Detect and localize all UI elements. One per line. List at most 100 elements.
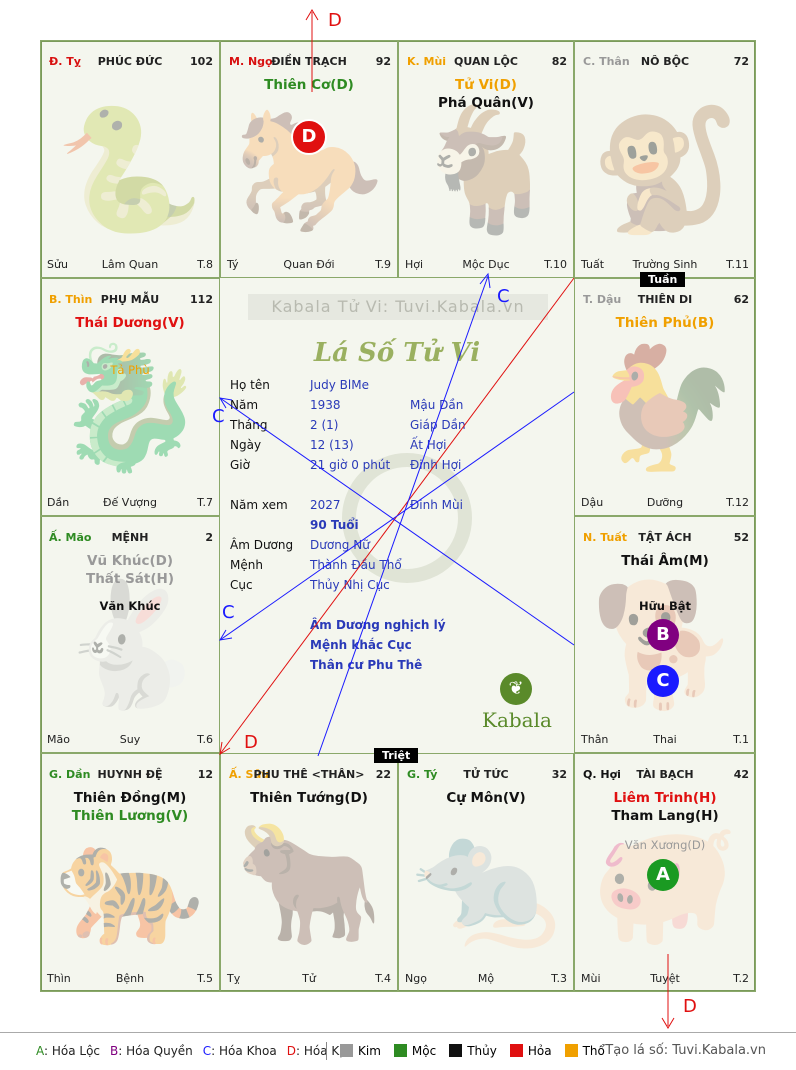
palace-number: 2 [205,531,213,544]
palace-branch: Hợi [405,258,424,271]
palace-2[interactable]: 🐎 M. Ngọ ĐIỀN TRẠCH 92 Thiên Cơ(D) Tý Quan Đới… [220,40,398,278]
arrow-label-c1: C [497,286,510,307]
palace-3[interactable]: 🐐 K. Mùi QUAN LỘC 82 Tử Vi(D) Phá Quân(V) Hợi M… [398,40,574,278]
tiger-zodiac-icon: 🐅 [55,814,205,954]
circle-a: A [647,859,679,891]
rat-zodiac-icon: 🐀 [411,814,561,954]
color-swatch [449,1044,463,1057]
year-view-value: 2027 [310,498,341,512]
palace-4[interactable]: 🐒 C. Thân NÔ BỘC 72 Tuất Trường Sinh T.11 [574,40,756,278]
palace-period: T.4 [375,972,391,985]
palace-5[interactable]: 🐉 B. Thìn PHỤ MẪU 112 Thái Dương(V) Tả Phù Dần… [40,278,220,516]
tuan-badge: Tuần [640,272,686,287]
main-star-1: Thiên Đồng(M) [73,790,187,806]
palace-1[interactable]: 🐍 Đ. Tỵ PHÚC ĐỨC 102 Sửu Lâm Quan T.8 [40,40,220,278]
info-extra: Đinh Hợi [410,458,462,472]
palace-period: T.1 [733,733,749,746]
info-label: Ngày [230,438,262,452]
palace-stem: G. Dần [49,768,91,781]
palace-stem: N. Tuất [583,531,628,544]
palace-11[interactable]: 🐀 G. Tý TỬ TỨC 32 Cự Môn(V) Ngọ Mộ T.3 [398,753,574,992]
palace-branch: Mùi [581,972,601,985]
element-label: Mộc [411,1044,437,1058]
palace-stem: Ấ. Mão [49,531,92,544]
palace-7[interactable]: 🐇 Ấ. Mão MỆNH 2 Vũ Khúc(D) Thất Sát(H) Văn Khú… [40,516,220,753]
palace-period: T.2 [733,972,749,985]
palace-number: 112 [190,293,213,306]
palace-name: THIÊN DI [637,293,693,306]
dragon-zodiac-icon: 🐉 [55,338,205,478]
palace-name: ĐIỀN TRẠCH [271,55,347,68]
kabala-logo-icon: ❦ [500,673,532,705]
main-star-1: Thái Dương(V) [75,315,185,331]
info-extra: Ất Hợi [410,438,447,452]
palace-number: 72 [733,55,749,68]
main-star-2: Tham Lang(H) [611,808,719,824]
info-value: 2 (1) [310,418,339,432]
goat-zodiac-icon: 🐐 [411,100,561,240]
element-swatch-item: Hỏa [509,1044,552,1058]
palace-phase: Đế Vượng [103,496,157,509]
palace-number: 82 [551,55,567,68]
palace-name: PHỤ MẪU [100,293,160,306]
rooster-zodiac-icon: 🐓 [590,338,740,478]
center-note: Âm Dương nghịch lý [310,618,446,632]
info-label: Năm [230,398,259,412]
legend-key: A [36,1044,44,1058]
info-label: Họ tên [230,378,270,392]
palace-branch: Mão [47,733,70,746]
palace-phase: Thai [653,733,677,746]
main-star-1: Vũ Khúc(D) [87,553,173,569]
color-swatch [340,1044,353,1057]
palace-branch: Thân [581,733,609,746]
palace-phase: Lâm Quan [101,258,159,271]
center-note: Mệnh khắc Cục [310,638,412,652]
info-value: Judy BlMe [310,378,369,392]
palace-name: PHÚC ĐỨC [97,55,163,68]
palace-6[interactable]: 🐓 T. Dậu THIÊN DI 62 Thiên Phủ(B) Dậu Dưỡng T.1… [574,278,756,516]
palace-name: QUAN LỘC [454,55,518,68]
palace-number: 92 [375,55,391,68]
info-label: Tháng [230,418,268,432]
info-label: Âm Dương [230,538,294,552]
palace-branch: Dậu [581,496,604,509]
main-star-1: Thiên Tướng(D) [250,790,368,806]
palace-branch: Dần [47,496,70,509]
palace-branch: Sửu [47,258,68,271]
ox-zodiac-icon: 🐂 [234,814,384,954]
element-swatch-item: Kim [340,1044,381,1058]
legend-label: : Hóa Kị [295,1044,343,1058]
site-link[interactable]: Tạo lá số: Tuvi.Kabala.vn [605,1043,766,1058]
monkey-zodiac-icon: 🐒 [590,100,740,240]
palace-phase: Mộc Dục [462,258,510,271]
center-info-panel: Kabala Tử Vi: Tuvi.Kabala.vn Lá Số Tử Vi… [220,278,574,753]
palace-stem: M. Ngọ [229,55,273,68]
palace-branch: Tý [227,258,239,271]
palace-phase: Tuyệt [650,972,680,985]
arrow-label-c3: C [222,602,235,623]
element-label: Thủy [467,1044,497,1058]
palace-number: 52 [733,531,749,544]
palace-10[interactable]: 🐂 Ấ. Sửu PHU THÊ <THÂN> 22 Thiên Tướng(D) Tỵ T… [220,753,398,992]
info-label: Giờ [230,458,250,472]
info-value: 12 (13) [310,438,354,452]
element-swatch-item: Thủy [449,1044,497,1058]
palace-phase: Suy [119,733,141,746]
palace-name: NÔ BỘC [640,55,690,68]
legend-key: B [110,1044,119,1058]
palace-phase: Mộ [477,972,495,985]
palace-9[interactable]: 🐅 G. Dần HUYNH ĐỆ 12 Thiên Đồng(M) Thiên Lươn… [40,753,220,992]
legend-item: A: Hóa Lộc [36,1044,100,1058]
rabbit-zodiac-icon: 🐇 [55,576,205,716]
palace-branch: Thìn [47,972,71,985]
minor-star: Văn Khúc [99,599,161,613]
palace-branch: Tỵ [227,972,241,985]
legend-item: B: Hóa Quyền [110,1044,193,1058]
element-label: Thổ [582,1044,605,1058]
legend-item: C: Hóa Khoa [203,1044,277,1058]
legend: A: Hóa Lộc B: Hóa Quyền C: Hóa Khoa D: Hóa … [0,1028,796,1070]
legend-label: : Hóa Khoa [211,1044,277,1058]
palace-number: 12 [197,768,213,781]
palace-period: T.7 [197,496,213,509]
